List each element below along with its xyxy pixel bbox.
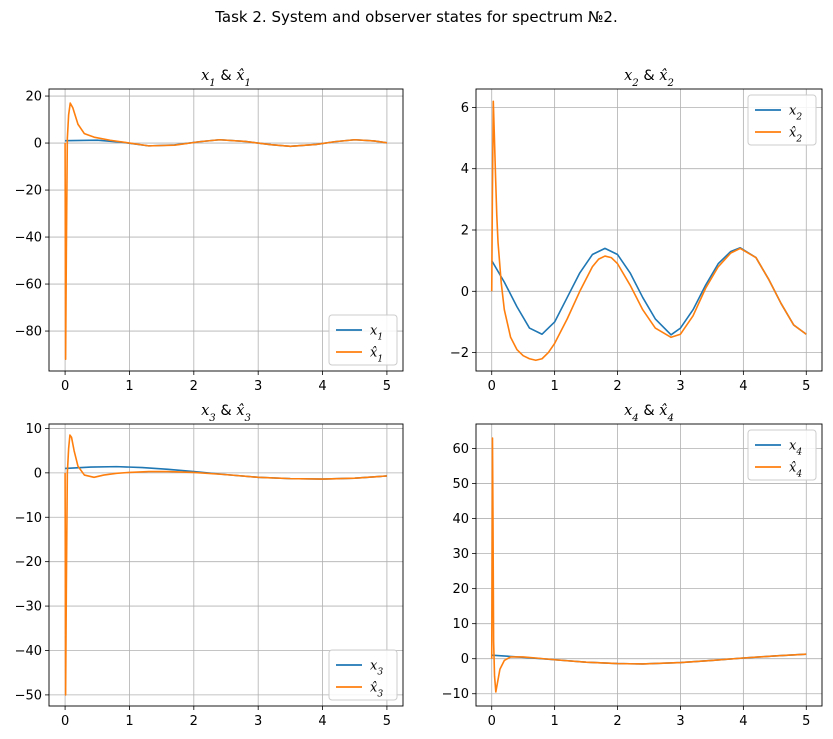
series-line-x3_hat: [64, 434, 387, 696]
y-tick-label: 30: [452, 547, 469, 562]
y-tick-label: −30: [15, 600, 42, 615]
y-tick-label: −20: [15, 184, 42, 199]
x-tick-label: 2: [613, 714, 621, 729]
legend-box: [747, 94, 817, 146]
y-tick-label: −80: [15, 325, 42, 340]
y-tick-label: −2: [450, 346, 469, 361]
subplot-title: x3 & x̂3: [201, 403, 251, 424]
axes-frame: [48, 88, 404, 372]
x-tick-label: 1: [125, 379, 133, 394]
legend: x2x̂2: [747, 94, 817, 146]
legend-label-x3_hat: x̂3: [370, 681, 383, 700]
x-tick-label: 5: [383, 714, 391, 729]
y-tick-label: −10: [442, 687, 469, 702]
legend-label-x2: x2: [789, 104, 802, 123]
x-tick-label: 5: [802, 714, 810, 729]
y-tick-label: 10: [25, 422, 42, 437]
legend-box: [747, 429, 817, 481]
x-tick-label: 0: [61, 379, 69, 394]
y-tick-label: 20: [452, 582, 469, 597]
axes-frame: [475, 423, 823, 707]
series-line-x4_hat: [490, 437, 807, 693]
x-tick-label: 5: [383, 379, 391, 394]
x-tick-label: 0: [61, 714, 69, 729]
y-tick-label: 2: [461, 224, 469, 239]
legend-label-x4_hat: x̂4: [789, 461, 802, 480]
x-tick-label: 0: [488, 714, 496, 729]
x-tick-label: 3: [254, 379, 262, 394]
subplot-title: x2 & x̂2: [624, 68, 674, 89]
legend-label-x4: x4: [789, 439, 802, 458]
legend-label-x2_hat: x̂2: [789, 126, 802, 145]
x-tick-label: 2: [190, 714, 198, 729]
axes-frame: [48, 423, 404, 707]
legend-label-x1_hat: x̂1: [370, 346, 383, 365]
y-tick-label: 0: [461, 652, 469, 667]
x-tick-label: 1: [550, 714, 558, 729]
x-tick-label: 3: [254, 714, 262, 729]
figure-title: Task 2. System and observer states for s…: [215, 8, 618, 26]
y-tick-label: 0: [461, 285, 469, 300]
x-tick-label: 2: [190, 379, 198, 394]
legend-label-x1: x1: [370, 324, 383, 343]
legend: x4x̂4: [747, 429, 817, 481]
y-tick-label: −60: [15, 278, 42, 293]
series-line-x2_hat: [490, 100, 807, 362]
y-tick-label: −50: [15, 688, 42, 703]
x-tick-label: 5: [802, 379, 810, 394]
x-tick-label: 4: [739, 714, 747, 729]
y-tick-label: −10: [15, 511, 42, 526]
y-tick-label: −40: [15, 231, 42, 246]
legend-box: [328, 649, 398, 701]
y-tick-label: 4: [461, 162, 469, 177]
legend: x3x̂3: [328, 649, 398, 701]
y-tick-label: 20: [25, 90, 42, 105]
y-tick-label: 0: [34, 137, 42, 152]
subplot-title: x4 & x̂4: [624, 403, 674, 424]
y-tick-label: −20: [15, 555, 42, 570]
y-tick-label: 10: [452, 617, 469, 632]
legend-box: [328, 314, 398, 366]
x-tick-label: 2: [613, 379, 621, 394]
series-line-x1_hat: [64, 102, 388, 361]
x-tick-label: 0: [488, 379, 496, 394]
x-tick-label: 4: [318, 714, 326, 729]
y-tick-label: 0: [34, 466, 42, 481]
y-tick-label: 60: [452, 442, 469, 457]
x-tick-label: 1: [125, 714, 133, 729]
subplot-title: x1 & x̂1: [201, 68, 251, 89]
y-tick-label: 50: [452, 477, 469, 492]
x-tick-label: 4: [318, 379, 326, 394]
y-tick-label: 6: [461, 101, 469, 116]
y-tick-label: −40: [15, 644, 42, 659]
legend-label-x3: x3: [370, 659, 383, 678]
x-tick-label: 3: [676, 379, 684, 394]
x-tick-label: 4: [739, 379, 747, 394]
y-tick-label: 40: [452, 512, 469, 527]
axes-frame: [475, 88, 823, 372]
x-tick-label: 3: [676, 714, 684, 729]
x-tick-label: 1: [550, 379, 558, 394]
legend: x1x̂1: [328, 314, 398, 366]
